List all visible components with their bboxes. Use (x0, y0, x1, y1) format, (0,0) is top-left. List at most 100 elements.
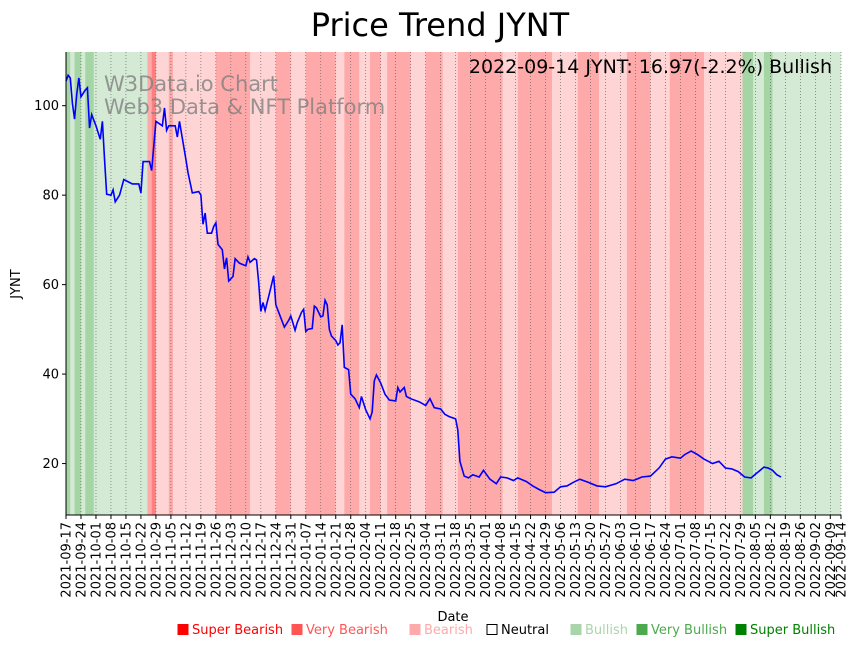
y-tick-label: 100 (34, 99, 59, 114)
sentiment-band (147, 52, 152, 515)
x-tick-label: 2022-09-14 (835, 522, 850, 598)
x-tick-label: 2022-08-26 (794, 522, 809, 598)
x-tick-label: 2022-04-22 (524, 522, 539, 598)
x-tick-label: 2022-05-13 (569, 522, 584, 598)
sentiment-band (517, 52, 552, 515)
x-axis-label: Date (437, 610, 468, 625)
x-tick-label: 2022-02-18 (389, 522, 404, 598)
x-tick-label: 2022-01-07 (299, 522, 314, 598)
sentiment-band (410, 52, 426, 515)
x-tick-label: 2022-09-02 (809, 522, 824, 598)
sentiment-band (502, 52, 518, 515)
sentiment-band (151, 52, 156, 515)
x-tick-label: 2021-10-08 (104, 522, 119, 598)
sentiment-band (763, 52, 773, 515)
legend-label: Super Bearish (192, 623, 283, 638)
x-tick-label: 2021-11-19 (194, 522, 209, 598)
x-tick-label: 2021-10-15 (119, 522, 134, 598)
legend-label: Neutral (501, 623, 549, 638)
x-tick-label: 2022-04-08 (494, 522, 509, 598)
x-tick-label: 2022-06-24 (659, 522, 674, 598)
x-tick-label: 2021-12-24 (269, 522, 284, 598)
x-tick-label: 2022-09-09 (824, 522, 839, 598)
x-tick-label: 2022-03-04 (419, 522, 434, 598)
x-tick-label: 2021-12-03 (224, 522, 239, 598)
sentiment-band (155, 52, 169, 515)
x-tick-label: 2022-07-01 (674, 522, 689, 598)
x-tick-label: 2022-03-11 (434, 522, 449, 598)
y-tick-label: 60 (42, 278, 59, 293)
x-ticks: 2021-09-17 2021-09-24 2021-10-01 2021-10-08… (60, 515, 850, 598)
plot-area: W3Data.io Chart Web3 Data & NFT Platform… (65, 52, 842, 515)
latest-price-annotation: 2022-09-14 JYNT: 16.97(-2.2%) Bullish (469, 56, 832, 78)
sentiment-band (275, 52, 291, 515)
x-tick-label: 2022-04-01 (479, 522, 494, 598)
sentiment-legend: Super Bearish Very Bearish Bearish Neutral B… (177, 623, 835, 638)
sentiment-band (359, 52, 371, 515)
sentiment-band (753, 52, 764, 515)
x-tick-label: 2022-04-29 (539, 522, 554, 598)
sentiment-band (626, 52, 651, 515)
legend-label: Super Bullish (750, 623, 835, 638)
x-tick-label: 2022-08-05 (749, 522, 764, 598)
axes: 20 40 60 80 100 2021-09-17 2021-09-24 2021-10-… (34, 52, 850, 598)
sentiment-band (772, 52, 784, 515)
x-tick-label: 2021-10-22 (134, 522, 149, 598)
x-tick-label: 2021-11-05 (164, 522, 179, 598)
sentiment-band (387, 52, 411, 515)
y-tick-label: 40 (42, 368, 59, 383)
y-tick-label: 80 (42, 189, 59, 204)
sentiment-band (650, 52, 670, 515)
legend-label: Bearish (424, 623, 473, 638)
x-tick-label: 2022-08-19 (779, 522, 794, 598)
legend-swatch (486, 624, 498, 635)
sentiment-band (425, 52, 443, 515)
sentiment-band (344, 52, 360, 515)
legend-swatch (636, 624, 648, 635)
x-tick-label: 2022-02-25 (404, 522, 419, 598)
x-tick-label: 2022-06-03 (614, 522, 629, 598)
y-ticks: 20 40 60 80 100 (34, 99, 66, 472)
sentiment-band (577, 52, 600, 515)
watermark-line-2: Web3 Data & NFT Platform (104, 95, 385, 119)
x-tick-label: 2022-05-06 (554, 522, 569, 598)
legend-label: Very Bearish (306, 623, 388, 638)
legend-swatch (177, 624, 189, 635)
sentiment-band (599, 52, 627, 515)
x-tick-label: 2022-01-28 (344, 522, 359, 598)
x-tick-label: 2021-11-12 (179, 522, 194, 598)
sentiment-band (335, 52, 345, 515)
sentiment-band (551, 52, 578, 515)
sentiment-bands (66, 52, 841, 515)
sentiment-band (370, 52, 381, 515)
x-tick-label: 2022-02-11 (374, 522, 389, 598)
x-tick-label: 2022-08-12 (764, 522, 779, 598)
x-tick-label: 2022-07-29 (734, 522, 749, 598)
sentiment-band (66, 52, 71, 515)
x-tick-label: 2022-07-08 (689, 522, 704, 598)
sentiment-band (442, 52, 458, 515)
sentiment-band (783, 52, 841, 515)
sentiment-band (457, 52, 503, 515)
y-tick-label: 20 (42, 457, 59, 472)
x-tick-label: 2022-01-14 (314, 522, 329, 598)
x-tick-label: 2022-03-18 (449, 522, 464, 598)
x-tick-label: 2021-09-24 (74, 522, 89, 598)
x-tick-label: 2022-07-15 (704, 522, 719, 598)
x-tick-label: 2022-06-10 (629, 522, 644, 598)
x-tick-label: 2022-05-20 (584, 522, 599, 598)
x-tick-label: 2022-06-17 (644, 522, 659, 598)
x-tick-label: 2021-12-31 (284, 522, 299, 598)
x-tick-label: 2022-05-27 (599, 522, 614, 598)
x-tick-label: 2022-07-22 (719, 522, 734, 598)
chart-title: Price Trend JYNT (311, 6, 570, 44)
legend-swatch (409, 624, 421, 635)
sentiment-band (703, 52, 743, 515)
sentiment-band (80, 52, 86, 515)
x-tick-label: 2021-12-17 (254, 522, 269, 598)
x-tick-label: 2022-01-21 (329, 522, 344, 598)
x-tick-label: 2021-10-01 (89, 522, 104, 598)
x-tick-label: 2022-03-25 (464, 522, 479, 598)
sentiment-band (215, 52, 251, 515)
sentiment-band (290, 52, 306, 515)
